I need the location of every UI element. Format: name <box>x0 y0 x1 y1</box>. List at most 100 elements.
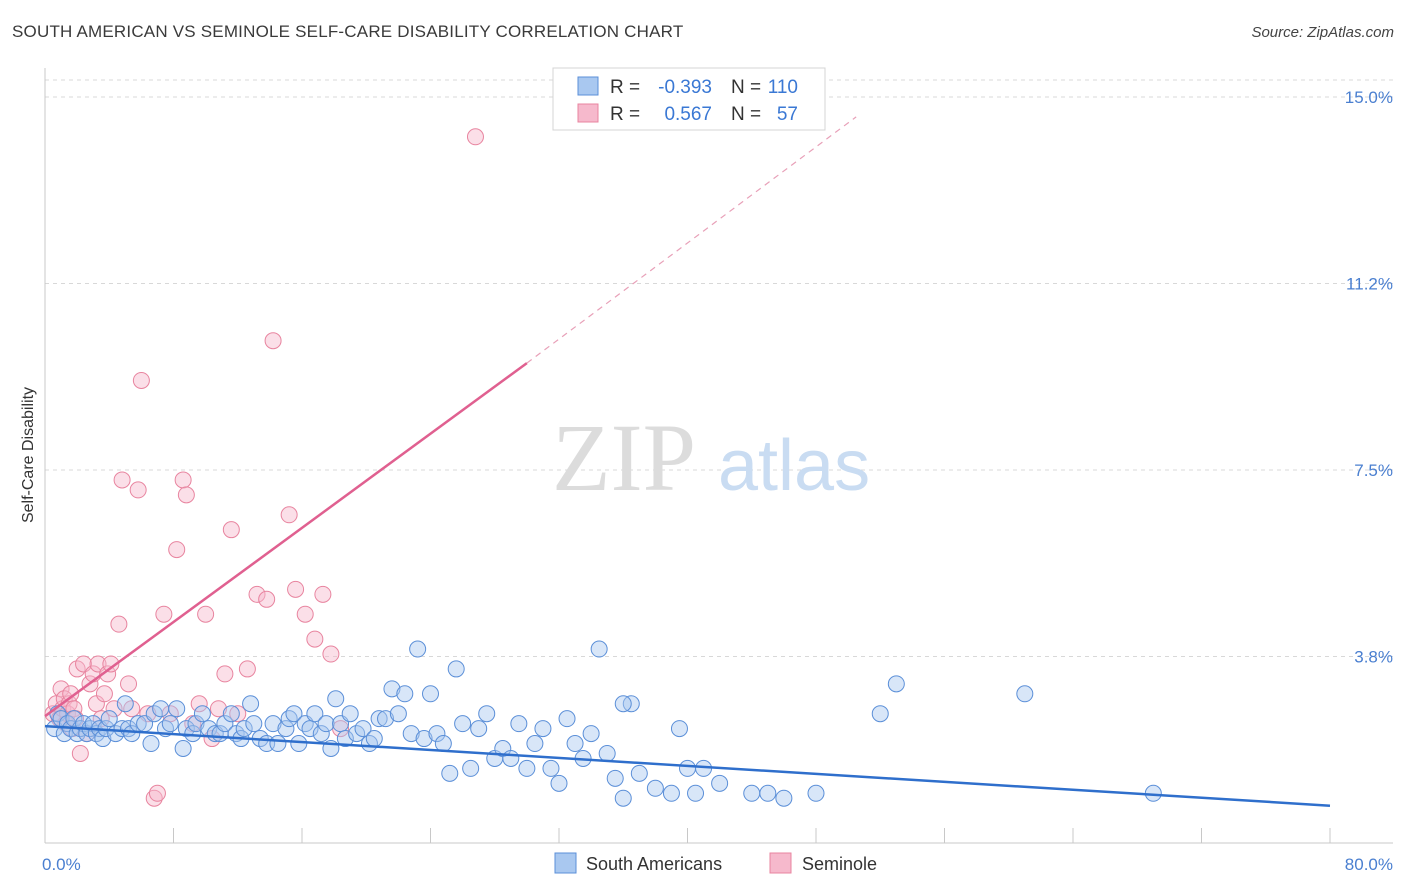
seminole-point-30 <box>129 481 147 499</box>
south-american-point-95 <box>566 735 584 753</box>
gridlines <box>45 79 1393 657</box>
seminole-point-38 <box>174 471 192 489</box>
seminole-point-24 <box>102 655 120 673</box>
south-american-point-114 <box>887 675 905 693</box>
south-american-point-87 <box>502 749 520 767</box>
seminole-point-46 <box>222 521 240 539</box>
seminole-point-22 <box>95 685 113 703</box>
y-tick-label-1: 7.5% <box>1354 461 1393 480</box>
south-american-point-52 <box>285 705 303 723</box>
south-american-point-104 <box>679 759 696 777</box>
seminole-point-48 <box>238 660 256 678</box>
south-american-point-30 <box>168 700 186 718</box>
legend-r-value-2: 0.567 <box>664 104 712 125</box>
seminole-point-26 <box>110 615 128 633</box>
south-american-point-20 <box>116 695 134 713</box>
south-american-point-89 <box>518 759 536 777</box>
south-american-point-119 <box>687 784 705 802</box>
bottom-legend-swatch-blue <box>554 852 577 874</box>
trend-line-south-americans <box>44 724 1331 807</box>
south-american-point-92 <box>542 759 560 777</box>
south-american-point-90 <box>526 735 544 753</box>
south-american-point-117 <box>1016 685 1034 703</box>
seminole-point-45 <box>216 665 234 683</box>
south-american-point-98 <box>598 744 616 762</box>
south-american-point-77 <box>428 725 446 743</box>
south-american-point-70 <box>383 680 401 698</box>
south-american-point-94 <box>558 710 576 728</box>
south-american-point-50 <box>277 720 295 738</box>
south-american-point-106 <box>711 774 729 792</box>
seminole-point-3 <box>52 680 70 698</box>
seminole-point-57 <box>322 645 340 663</box>
south-american-point-58 <box>317 715 335 733</box>
south-american-point-60 <box>327 690 345 708</box>
south-american-point-93 <box>550 774 568 792</box>
seminole-point-50 <box>258 590 276 608</box>
legend-n-label-1: N = <box>731 77 761 98</box>
watermark-atlas: atlas <box>718 426 870 506</box>
south-american-point-97 <box>582 725 600 743</box>
south-americans-points <box>46 640 1162 807</box>
south-american-point-101 <box>630 764 648 782</box>
seminole-point-53 <box>287 580 305 598</box>
south-american-point-82 <box>462 759 480 777</box>
south-american-point-99 <box>606 769 624 787</box>
south-american-point-31 <box>174 740 192 758</box>
south-american-point-63 <box>341 705 359 723</box>
tick-labels: 3.8% 7.5% 11.2% 15.0% <box>1345 88 1393 667</box>
chart-title: SOUTH AMERICAN VS SEMINOLE SELF-CARE DIS… <box>12 22 684 41</box>
trend-lines <box>44 116 1331 807</box>
south-american-point-110 <box>807 784 825 802</box>
trend-line-seminole <box>44 362 528 718</box>
south-american-point-45 <box>245 715 263 733</box>
seminole-point-37 <box>168 541 186 559</box>
south-american-point-79 <box>441 764 459 782</box>
south-american-point-22 <box>123 725 141 743</box>
south-american-point-111 <box>670 720 688 738</box>
south-american-point-25 <box>142 735 160 753</box>
south-american-point-84 <box>478 705 496 723</box>
source-label: Source: ZipAtlas.com <box>1251 24 1394 41</box>
south-american-point-83 <box>470 720 488 738</box>
seminole-point-25 <box>105 700 123 718</box>
south-american-point-51 <box>280 710 298 728</box>
south-american-point-43 <box>235 720 253 738</box>
legend-r-value-1: -0.393 <box>658 77 712 98</box>
seminole-point-42 <box>197 605 215 623</box>
south-american-point-19 <box>113 720 131 738</box>
y-tick-label-3: 15.0% <box>1345 88 1393 107</box>
south-american-point-27 <box>152 700 170 718</box>
legend-n-value-2: 57 <box>777 104 798 125</box>
south-american-point-44 <box>242 695 260 713</box>
seminole-point-51 <box>264 332 282 350</box>
south-american-point-40 <box>222 705 240 723</box>
legend-swatch-blue <box>577 76 599 96</box>
south-american-point-112 <box>590 640 608 658</box>
south-american-point-35 <box>193 705 211 723</box>
trend-line-seminole-extension <box>526 116 857 364</box>
seminole-point-27 <box>113 471 131 489</box>
south-american-point-75 <box>415 730 433 748</box>
south-american-point-65 <box>354 720 372 738</box>
seminole-point-47 <box>229 705 247 723</box>
seminole-point-52 <box>280 506 298 524</box>
y-tick-label-2: 11.2% <box>1346 275 1393 294</box>
south-american-point-56 <box>306 705 324 723</box>
seminole-point-41 <box>190 695 208 713</box>
south-american-point-39 <box>216 715 234 733</box>
south-american-point-103 <box>662 784 680 802</box>
seminole-point-44 <box>209 700 227 718</box>
legend-r-label-2: R = <box>610 104 640 125</box>
seminole-point-31 <box>132 371 150 389</box>
x-tick-label-right: 80.0% <box>1345 855 1393 874</box>
seminole-point-35 <box>155 605 173 623</box>
south-american-point-69 <box>377 710 395 728</box>
seminole-points <box>44 128 484 807</box>
south-american-point-48 <box>264 715 282 733</box>
legend-swatch-pink <box>577 103 599 123</box>
south-american-point-53 <box>290 735 308 753</box>
legend: R = -0.393 N = 110 R = 0.567 N = 57 <box>552 67 826 131</box>
south-american-point-68 <box>370 710 388 728</box>
